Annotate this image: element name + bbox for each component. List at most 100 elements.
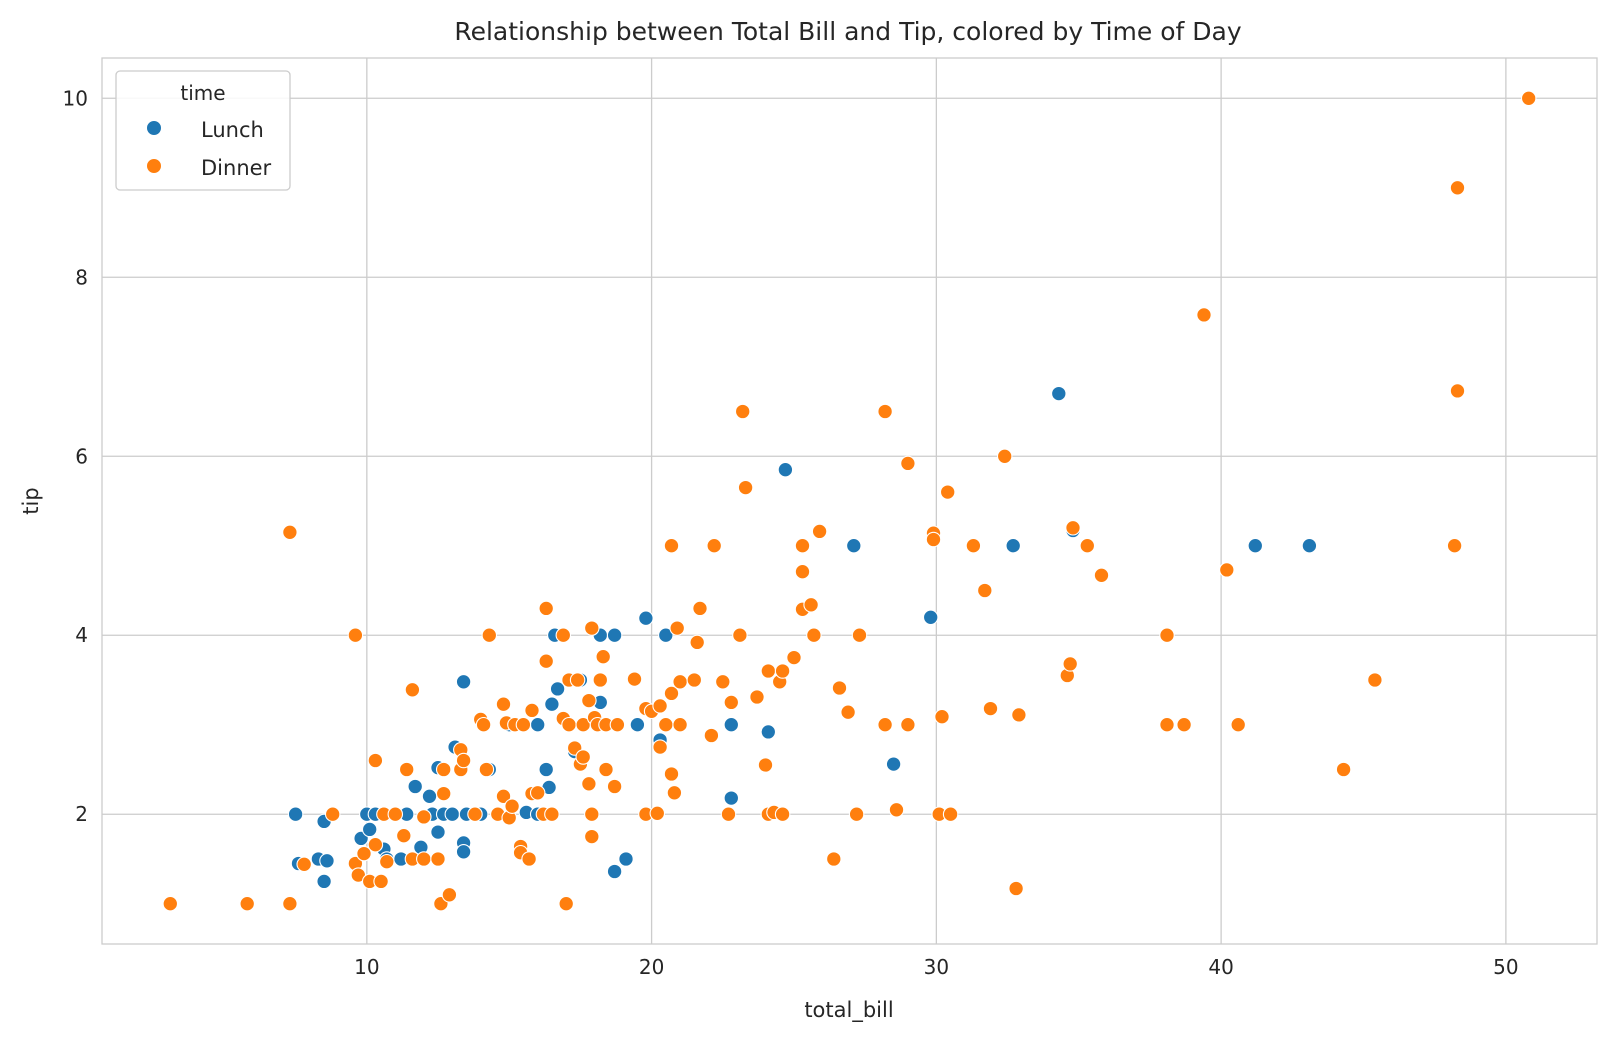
data-point-dinner bbox=[558, 895, 574, 912]
data-point-dinner bbox=[786, 649, 802, 666]
data-point-lunch bbox=[444, 806, 461, 822]
data-point-lunch bbox=[723, 716, 740, 733]
data-point-dinner bbox=[672, 674, 688, 690]
data-point-lunch bbox=[544, 696, 560, 712]
data-point-dinner bbox=[544, 806, 560, 822]
data-point-dinner bbox=[900, 716, 916, 733]
data-point-dinner bbox=[495, 696, 512, 712]
data-point-lunch bbox=[319, 853, 335, 869]
data-point-lunch bbox=[885, 756, 902, 772]
data-point-dinner bbox=[1219, 562, 1235, 578]
data-point-dinner bbox=[282, 524, 298, 541]
data-point-dinner bbox=[732, 627, 748, 643]
data-point-dinner bbox=[996, 448, 1013, 465]
chart-title: Relationship between Total Bill and Tip,… bbox=[454, 17, 1241, 46]
data-point-dinner bbox=[774, 663, 791, 679]
data-point-dinner bbox=[296, 856, 312, 873]
data-point-dinner bbox=[581, 692, 597, 709]
data-point-lunch bbox=[407, 778, 423, 795]
data-point-dinner bbox=[626, 671, 643, 687]
data-point-dinner bbox=[672, 716, 688, 733]
data-point-lunch bbox=[638, 610, 654, 626]
legend: time Lunch Dinner bbox=[115, 70, 291, 191]
data-point-dinner bbox=[1093, 567, 1110, 584]
data-point-dinner bbox=[806, 627, 822, 643]
data-point-dinner bbox=[367, 752, 384, 769]
data-point-dinner bbox=[737, 479, 754, 496]
data-point-dinner bbox=[416, 851, 432, 867]
data-point-lunch bbox=[1247, 537, 1264, 554]
y-tick-label: 8 bbox=[75, 265, 88, 289]
data-point-dinner bbox=[495, 788, 512, 805]
data-point-dinner bbox=[720, 806, 737, 822]
plot-frame bbox=[101, 57, 1598, 945]
data-point-dinner bbox=[749, 689, 765, 705]
data-point-dinner bbox=[848, 806, 865, 822]
data-point-dinner bbox=[598, 761, 614, 778]
x-tick-label: 20 bbox=[639, 955, 664, 979]
data-point-dinner bbox=[925, 531, 942, 548]
series-dinner bbox=[162, 90, 1537, 912]
data-point-dinner bbox=[282, 895, 298, 912]
data-point-dinner bbox=[575, 749, 591, 765]
data-point-dinner bbox=[373, 873, 389, 890]
data-point-dinner bbox=[826, 851, 842, 867]
data-point-dinner bbox=[367, 836, 384, 853]
data-point-lunch bbox=[846, 537, 862, 554]
data-point-lunch bbox=[1051, 385, 1067, 402]
data-point-dinner bbox=[441, 887, 458, 903]
data-point-dinner bbox=[663, 537, 680, 554]
data-point-dinner bbox=[1176, 716, 1192, 733]
data-point-dinner bbox=[1196, 307, 1212, 323]
y-tick-label: 4 bbox=[75, 623, 88, 647]
legend-marker-dinner bbox=[146, 158, 162, 174]
data-point-dinner bbox=[1159, 627, 1175, 643]
data-point-dinner bbox=[689, 634, 705, 651]
data-point-dinner bbox=[877, 403, 893, 420]
data-point-dinner bbox=[595, 648, 611, 665]
legend-label-lunch: Lunch bbox=[201, 118, 264, 142]
data-point-dinner bbox=[757, 757, 774, 773]
data-point-dinner bbox=[1079, 537, 1096, 554]
data-point-dinner bbox=[1446, 537, 1463, 554]
data-point-dinner bbox=[669, 620, 685, 636]
legend-title: time bbox=[180, 81, 225, 105]
data-point-dinner bbox=[404, 682, 421, 698]
data-point-dinner bbox=[965, 537, 982, 554]
data-point-lunch bbox=[723, 790, 740, 806]
data-points bbox=[162, 90, 1537, 912]
y-tick-label: 2 bbox=[75, 802, 88, 826]
data-point-dinner bbox=[723, 694, 740, 711]
data-point-dinner bbox=[840, 704, 856, 720]
data-point-dinner bbox=[396, 827, 412, 844]
data-point-dinner bbox=[900, 455, 916, 472]
data-point-dinner bbox=[1011, 707, 1027, 723]
data-point-dinner bbox=[715, 674, 731, 690]
data-point-dinner bbox=[478, 761, 495, 778]
x-tick-label: 50 bbox=[1493, 955, 1518, 979]
data-point-dinner bbox=[774, 806, 791, 822]
data-point-dinner bbox=[467, 806, 483, 822]
data-point-lunch bbox=[629, 716, 646, 733]
data-point-dinner bbox=[475, 716, 492, 733]
data-point-dinner bbox=[581, 776, 597, 792]
data-point-lunch bbox=[922, 609, 939, 626]
data-point-dinner bbox=[794, 563, 811, 580]
data-point-dinner bbox=[569, 672, 586, 688]
data-point-dinner bbox=[1062, 656, 1078, 672]
data-point-dinner bbox=[1367, 672, 1383, 688]
x-tick-label: 30 bbox=[924, 955, 949, 979]
data-point-dinner bbox=[666, 785, 683, 801]
data-point-lunch bbox=[606, 863, 623, 880]
data-point-lunch bbox=[529, 716, 546, 733]
data-point-dinner bbox=[515, 716, 532, 733]
data-point-lunch bbox=[430, 824, 446, 840]
data-point-lunch bbox=[618, 851, 634, 867]
tick-labels: 10 20 30 40 50 2 4 6 8 10 bbox=[63, 86, 1519, 979]
data-point-dinner bbox=[416, 809, 432, 825]
legend-label-dinner: Dinner bbox=[201, 156, 272, 180]
data-point-dinner bbox=[652, 698, 668, 714]
data-point-dinner bbox=[658, 716, 674, 733]
y-axis-label: tip bbox=[19, 487, 43, 514]
